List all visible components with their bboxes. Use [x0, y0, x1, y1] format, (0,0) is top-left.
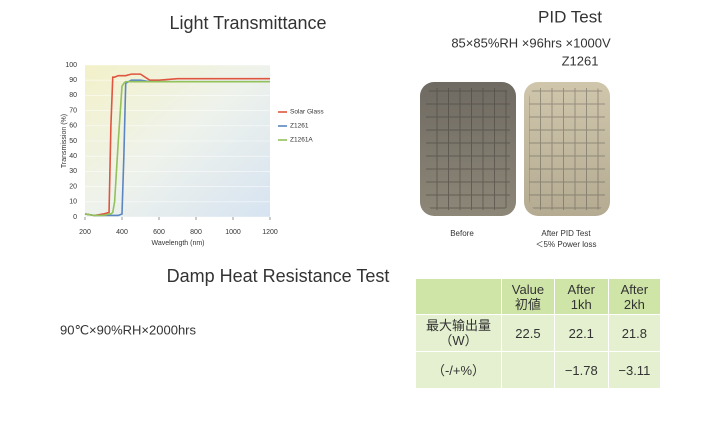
value-cell	[501, 351, 555, 389]
x-axis-label: Wavelength (nm)	[151, 240, 204, 247]
y-axis-label: Transmission (%)	[61, 114, 68, 168]
header-row: Value 初値 After 1kh After 2kh	[415, 278, 662, 315]
header-text: 2kh	[623, 296, 645, 312]
corner-cell	[415, 278, 502, 315]
value-cell: 22.1	[553, 314, 609, 352]
row-label-text: （W）	[439, 333, 478, 348]
table-row: （-/+%） −1.78 −3.11	[415, 351, 662, 389]
value-text: −3.11	[618, 362, 651, 378]
value-cell: −1.78	[553, 351, 609, 389]
y-tick-label: 90	[69, 77, 77, 84]
value-cell: 22.5	[501, 314, 555, 352]
header-cell: Value 初値	[501, 278, 555, 315]
y-tick-label: 70	[69, 107, 77, 114]
row-label-text: 最大输出量	[425, 318, 491, 333]
y-tick-label: 30	[69, 168, 77, 175]
chart-title: Light Transmittance	[169, 13, 326, 33]
header-text: After	[620, 281, 649, 297]
legend-label: Z1261	[290, 123, 309, 130]
table-row: 最大输出量 （W） 22.5 22.1 21.8	[415, 314, 662, 352]
pid-title: PID Test	[538, 7, 602, 26]
header-text: After	[567, 281, 595, 297]
x-tick-label: 1200	[262, 229, 278, 236]
y-tick-label: 0	[73, 214, 77, 221]
header-cell: After 2kh	[607, 278, 662, 315]
header-text: 1kh	[570, 296, 592, 312]
series-line	[84, 73, 270, 217]
header-text: Value	[511, 281, 545, 297]
x-tick-label: 400	[116, 229, 128, 236]
value-cell: 21.8	[607, 314, 662, 352]
panel-before-cells	[426, 88, 510, 210]
after-label: After PID Test	[541, 229, 591, 238]
damp-condition: 90℃×90%RH×2000hrs	[60, 322, 197, 337]
value-cell: −3.11	[607, 351, 662, 389]
header-cell: After 1kh	[553, 278, 609, 315]
value-text: −1.78	[564, 362, 598, 378]
x-tick-label: 800	[190, 229, 202, 236]
y-tick-label: 100	[65, 62, 77, 69]
y-tick-label: 10	[69, 199, 77, 206]
value-text: 22.1	[568, 325, 594, 341]
panel-after-cells	[529, 88, 605, 210]
pid-condition: 85×85%RH ×96hrs ×1000V	[451, 35, 611, 50]
x-tick-label: 600	[153, 229, 165, 236]
before-label: Before	[450, 229, 474, 238]
x-tick-label: 200	[79, 229, 91, 236]
row-label: （-/+%）	[415, 351, 502, 389]
legend-label: Z1261A	[290, 137, 313, 144]
y-tick-label: 40	[69, 153, 77, 160]
y-tick-label: 50	[69, 138, 77, 145]
series-line	[84, 80, 270, 217]
pid-model: Z1261	[562, 53, 599, 68]
y-tick-label: 80	[69, 92, 77, 99]
y-tick-label: 20	[69, 183, 77, 190]
result-table: Value 初値 After 1kh After 2kh 最大输出量 （W） 22.5 22.1 2…	[415, 278, 662, 389]
after-note: ＜5% Power loss	[536, 240, 597, 249]
value-text: 21.8	[621, 325, 647, 341]
damp-title: Damp Heat Resistance Test	[167, 266, 390, 286]
row-label-text: （-/+%）	[431, 362, 486, 378]
x-tick-label: 1000	[225, 229, 241, 236]
y-tick-label: 60	[69, 123, 77, 130]
value-text: 22.5	[515, 325, 541, 341]
legend-label: Solar Glass	[290, 109, 324, 116]
row-label: 最大输出量 （W）	[415, 314, 502, 352]
header-text: 初値	[514, 296, 541, 312]
